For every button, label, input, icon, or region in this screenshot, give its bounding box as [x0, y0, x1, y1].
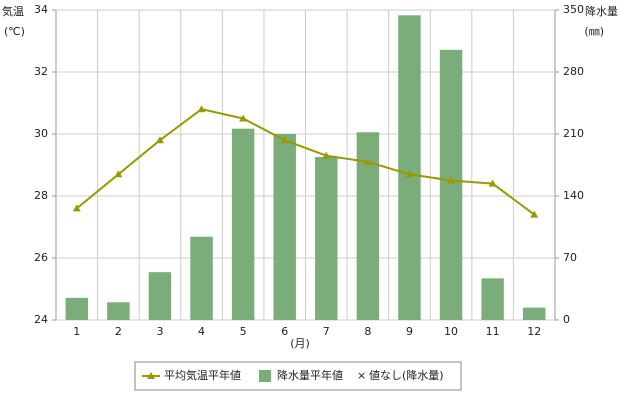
line-marker: [405, 170, 414, 178]
line-marker: [197, 105, 206, 113]
x-tick-label: 4: [198, 325, 205, 338]
x-tick-label: 8: [364, 325, 371, 338]
x-tick-label: 10: [444, 325, 458, 338]
legend-swatch: [259, 370, 271, 382]
line-marker: [239, 114, 248, 122]
line-marker: [280, 136, 289, 144]
bar: [107, 302, 130, 320]
line-marker: [530, 210, 539, 218]
y-tick-label: 30: [34, 127, 48, 140]
bar: [522, 307, 546, 320]
y-tick-label: 26: [34, 251, 48, 264]
legend-label: 平均気温平年値: [164, 368, 241, 382]
y2-tick-label: 0: [563, 313, 570, 326]
x-axis-label: (月): [290, 337, 310, 350]
x-tick-label: 1: [73, 325, 80, 338]
bar: [439, 49, 463, 320]
y-tick-label: 32: [34, 65, 48, 78]
y-tick-label: 34: [34, 3, 48, 16]
legend-marker: ×: [357, 369, 366, 382]
y2-axis-label: (㎜): [584, 25, 604, 38]
bar: [315, 157, 338, 320]
y2-tick-label: 140: [563, 189, 584, 202]
line: [76, 108, 535, 216]
y-axis-label: 気温: [2, 4, 24, 18]
y2-tick-label: 70: [563, 251, 577, 264]
y-tick-label: 28: [34, 189, 48, 202]
y2-tick-label: 350: [563, 3, 584, 16]
line-marker: [363, 157, 372, 165]
legend-label: 降水量平年値: [277, 368, 343, 382]
legend-marker: [147, 372, 155, 379]
x-tick-label: 6: [281, 325, 288, 338]
bar: [398, 15, 421, 321]
y-axis-label: (℃): [4, 25, 25, 38]
legend-box: [134, 361, 462, 391]
x-tick-label: 3: [156, 325, 163, 338]
x-tick-label: 9: [406, 325, 413, 338]
y2-axis-label: 降水量: [585, 4, 618, 18]
line-marker: [155, 136, 164, 144]
line-marker: [322, 151, 331, 159]
x-tick-label: 2: [115, 325, 122, 338]
x-tick-label: 5: [240, 325, 247, 338]
bar: [190, 236, 213, 320]
legend-label: 値なし(降水量): [369, 368, 444, 382]
x-tick-label: 11: [486, 325, 500, 338]
bar: [148, 272, 172, 320]
bar: [356, 132, 380, 320]
bar: [273, 134, 296, 320]
bar: [481, 278, 504, 320]
line-marker: [72, 204, 81, 212]
line-marker: [114, 170, 123, 178]
x-tick-label: 12: [527, 325, 541, 338]
x-tick-label: 7: [323, 325, 330, 338]
y-tick-label: 24: [34, 313, 48, 326]
y2-tick-label: 280: [563, 65, 584, 78]
bar: [65, 297, 89, 320]
line-marker: [488, 179, 497, 187]
line-marker: [447, 176, 456, 184]
bar: [231, 128, 255, 320]
y2-tick-label: 210: [563, 127, 584, 140]
